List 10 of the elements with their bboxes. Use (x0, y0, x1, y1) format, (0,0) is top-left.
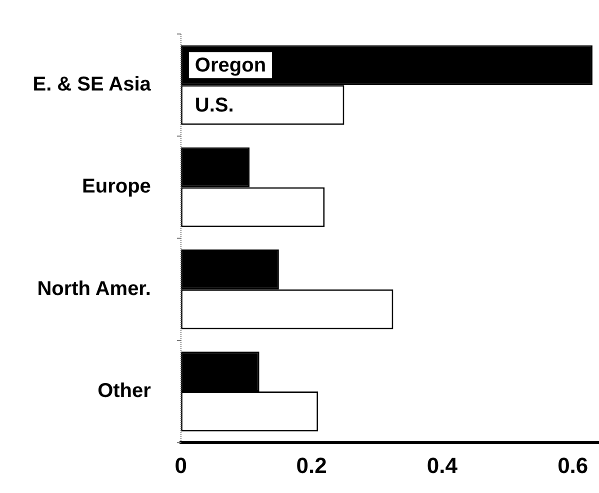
x-tick-label: 0 (174, 452, 188, 478)
y-tick-label: Other (98, 380, 152, 402)
x-tick-label: 0.4 (426, 452, 458, 478)
y-tick-label: North Amer. (37, 278, 151, 300)
x-tick-label: 0.2 (296, 452, 327, 478)
x-tick-label: 0.6 (558, 452, 588, 478)
series-label: Oregon (194, 54, 266, 77)
y-tick-label: Europe (82, 176, 151, 198)
legend-label: U.S. (194, 94, 234, 117)
y-tick-label: E. & SE Asia (32, 74, 152, 96)
